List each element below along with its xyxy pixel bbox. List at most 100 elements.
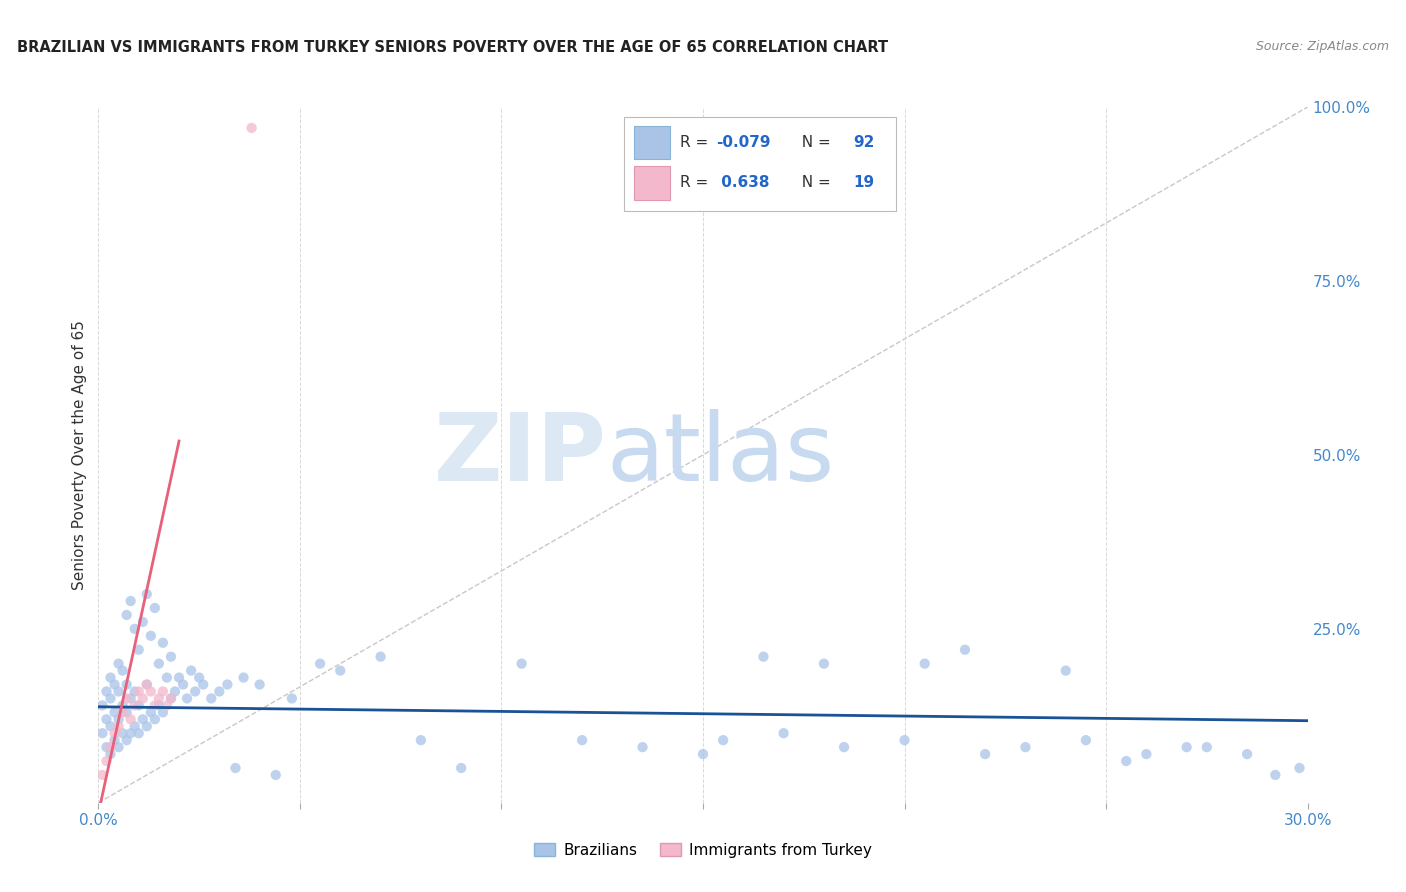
Point <box>96 712 118 726</box>
Y-axis label: Seniors Poverty Over the Age of 65: Seniors Poverty Over the Age of 65 <box>72 320 87 590</box>
Point <box>224 761 246 775</box>
FancyBboxPatch shape <box>624 118 897 211</box>
Legend: Brazilians, Immigrants from Turkey: Brazilians, Immigrants from Turkey <box>534 843 872 858</box>
Text: 0.638: 0.638 <box>716 176 770 190</box>
Point <box>160 691 183 706</box>
Text: Source: ZipAtlas.com: Source: ZipAtlas.com <box>1256 40 1389 54</box>
Point <box>893 733 915 747</box>
Point <box>152 636 174 650</box>
Point <box>107 684 129 698</box>
Point <box>711 733 734 747</box>
Point <box>309 657 332 671</box>
Point <box>953 642 976 657</box>
Point <box>124 684 146 698</box>
Text: N =: N = <box>793 176 837 190</box>
Point <box>135 677 157 691</box>
Point <box>103 733 125 747</box>
Point <box>193 677 215 691</box>
Point <box>91 726 114 740</box>
Point <box>132 691 155 706</box>
Point <box>200 691 222 706</box>
Point <box>240 120 263 135</box>
Point <box>1236 747 1258 761</box>
Point <box>100 719 122 733</box>
Point <box>96 740 118 755</box>
Text: R =: R = <box>681 176 713 190</box>
Point <box>450 761 472 775</box>
Point <box>571 733 593 747</box>
Text: BRAZILIAN VS IMMIGRANTS FROM TURKEY SENIORS POVERTY OVER THE AGE OF 65 CORRELATI: BRAZILIAN VS IMMIGRANTS FROM TURKEY SENI… <box>17 40 889 55</box>
Point <box>1175 740 1198 755</box>
Point <box>120 594 142 608</box>
Text: R =: R = <box>681 135 713 150</box>
Point <box>103 726 125 740</box>
Point <box>107 740 129 755</box>
Point <box>832 740 855 755</box>
Point <box>752 649 775 664</box>
Point <box>100 747 122 761</box>
Point <box>111 664 134 678</box>
Point <box>176 691 198 706</box>
Point <box>409 733 432 747</box>
Point <box>139 706 162 720</box>
Point <box>143 698 166 713</box>
Point <box>100 740 122 755</box>
Point <box>139 684 162 698</box>
Point <box>249 677 271 691</box>
Point <box>510 657 533 671</box>
Text: N =: N = <box>793 135 837 150</box>
Point <box>1014 740 1036 755</box>
Point <box>370 649 392 664</box>
Point <box>217 677 239 691</box>
Point <box>329 664 352 678</box>
Point <box>103 677 125 691</box>
Point <box>132 712 155 726</box>
Point <box>1264 768 1286 782</box>
Point <box>188 671 211 685</box>
Point <box>281 691 304 706</box>
Point <box>148 698 170 713</box>
Point <box>132 615 155 629</box>
Point <box>156 698 179 713</box>
Point <box>167 671 190 685</box>
Point <box>914 657 936 671</box>
Point <box>115 677 138 691</box>
Point <box>208 684 231 698</box>
Point <box>91 768 114 782</box>
Point <box>1074 733 1097 747</box>
Point <box>813 657 835 671</box>
Point <box>143 712 166 726</box>
Point <box>120 691 142 706</box>
Point <box>115 691 138 706</box>
Point <box>974 747 997 761</box>
Point <box>160 691 183 706</box>
Point <box>128 684 150 698</box>
Point <box>103 706 125 720</box>
Point <box>111 706 134 720</box>
Point <box>139 629 162 643</box>
Point <box>180 664 202 678</box>
Point <box>128 642 150 657</box>
Point <box>1288 761 1310 775</box>
Text: 19: 19 <box>853 176 875 190</box>
Point <box>96 754 118 768</box>
Point <box>184 684 207 698</box>
Point <box>152 684 174 698</box>
Point <box>692 747 714 761</box>
Point <box>128 726 150 740</box>
Point <box>100 671 122 685</box>
Point <box>135 719 157 733</box>
Point <box>115 733 138 747</box>
FancyBboxPatch shape <box>634 126 671 159</box>
Text: atlas: atlas <box>606 409 835 501</box>
Point <box>152 706 174 720</box>
Point <box>1135 747 1157 761</box>
Point <box>124 698 146 713</box>
Point <box>135 587 157 601</box>
Point <box>115 607 138 622</box>
Point <box>148 657 170 671</box>
FancyBboxPatch shape <box>634 166 671 200</box>
Point <box>1195 740 1218 755</box>
Point <box>115 706 138 720</box>
Point <box>172 677 194 691</box>
